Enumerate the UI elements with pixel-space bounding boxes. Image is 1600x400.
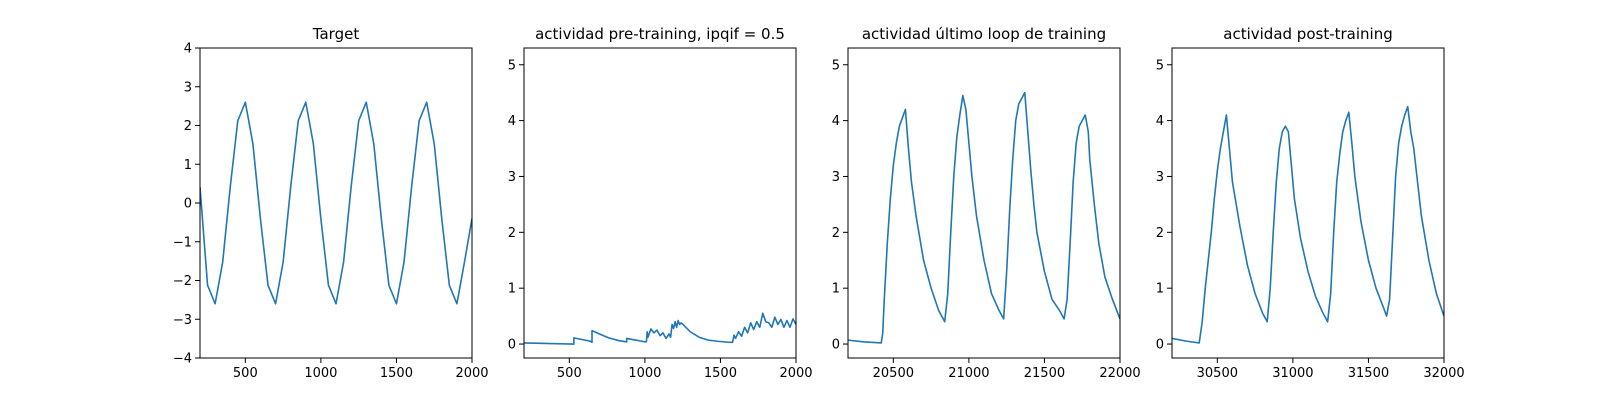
x-tick-label: 500 xyxy=(557,366,582,381)
x-tick-label: 30500 xyxy=(1197,366,1238,381)
chart-title: actividad último loop de training xyxy=(862,25,1106,43)
x-tick-label: 22000 xyxy=(1099,366,1140,381)
y-tick-label: 0 xyxy=(508,338,516,353)
x-tick-label: 2000 xyxy=(455,366,488,381)
y-tick-label: 5 xyxy=(1156,58,1164,73)
y-tick-label: 4 xyxy=(832,114,840,129)
x-tick-label: 1500 xyxy=(704,366,737,381)
y-tick-label: −2 xyxy=(173,274,192,289)
y-tick-label: 3 xyxy=(832,170,840,185)
y-tick-label: 3 xyxy=(1156,170,1164,185)
y-tick-label: 5 xyxy=(832,58,840,73)
y-tick-label: 2 xyxy=(832,226,840,241)
y-tick-label: 3 xyxy=(184,80,192,95)
y-tick-label: 3 xyxy=(508,170,516,185)
y-tick-label: −3 xyxy=(173,313,192,328)
y-tick-label: 5 xyxy=(508,58,516,73)
x-tick-label: 20500 xyxy=(873,366,914,381)
x-tick-label: 2000 xyxy=(779,366,812,381)
x-tick-label: 21000 xyxy=(948,366,989,381)
series-line-1 xyxy=(1172,105,1444,344)
chart-title: Target xyxy=(312,25,360,43)
y-tick-label: 1 xyxy=(1156,282,1164,297)
y-tick-label: 2 xyxy=(508,226,516,241)
axes-frame xyxy=(847,47,1121,359)
y-tick-label: −4 xyxy=(173,352,192,367)
x-tick-label: 500 xyxy=(233,366,258,381)
axes-frame xyxy=(523,47,797,359)
chart-panel-2: 500 1000 1500 2000 0 1 2 3 4 5 actividad pre-train… xyxy=(508,25,813,381)
x-tick-label: 21500 xyxy=(1024,366,1065,381)
x-tick-label: 1500 xyxy=(380,366,413,381)
series-line-1 xyxy=(848,91,1120,344)
x-tick-label: 1000 xyxy=(304,366,337,381)
chart-panel-4: 30500 31000 31500 32000 0 1 2 3 4 5 actividad post… xyxy=(1156,25,1465,381)
y-tick-label: −1 xyxy=(173,235,192,250)
axes-frame xyxy=(1171,47,1445,359)
x-tick-label: 31500 xyxy=(1348,366,1389,381)
series-line-1 xyxy=(524,312,796,345)
y-tick-label: 4 xyxy=(184,42,192,57)
x-tick-label: 32000 xyxy=(1423,366,1464,381)
y-tick-label: 1 xyxy=(508,282,516,297)
chart-title: actividad pre-training, ipqif = 0.5 xyxy=(535,25,785,43)
y-tick-label: 2 xyxy=(184,119,192,134)
y-tick-label: 1 xyxy=(184,158,192,173)
y-tick-label: 0 xyxy=(1156,338,1164,353)
y-tick-label: 2 xyxy=(1156,226,1164,241)
y-tick-label: 0 xyxy=(832,338,840,353)
chart-panel-3: 20500 21000 21500 22000 0 1 2 3 4 5 actividad últi… xyxy=(832,25,1141,381)
chart-panel-1: 500 1000 1500 2000 −4 −3 −2 −1 0 1 2 3 4 Target xyxy=(173,25,489,381)
series-line-1 xyxy=(200,101,472,305)
chart-title: actividad post-training xyxy=(1223,25,1392,43)
x-tick-label: 1000 xyxy=(628,366,661,381)
y-tick-label: 4 xyxy=(1156,114,1164,129)
y-tick-label: 4 xyxy=(508,114,516,129)
y-tick-label: 1 xyxy=(832,282,840,297)
x-tick-label: 31000 xyxy=(1272,366,1313,381)
y-tick-label: 0 xyxy=(184,197,192,212)
